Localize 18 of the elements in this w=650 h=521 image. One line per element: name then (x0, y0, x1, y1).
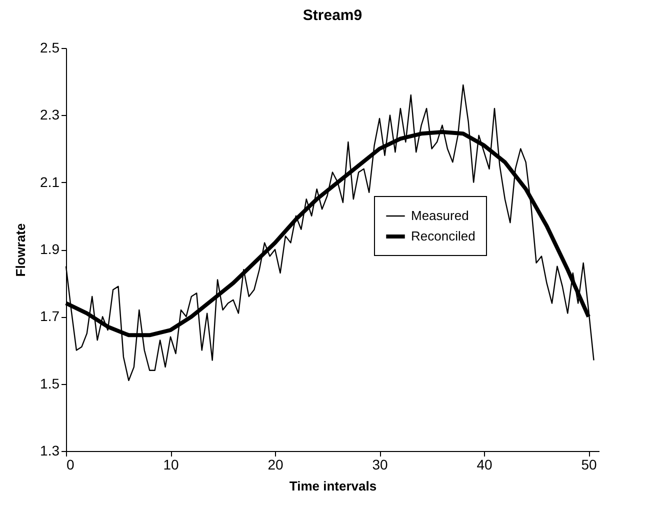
x-axis-title: Time intervals (289, 478, 377, 494)
y-tick-label: 1.3 (40, 442, 60, 458)
legend-label: Measured (411, 208, 469, 223)
x-tick-label: 10 (163, 456, 180, 472)
y-tick-label: 1.9 (40, 241, 60, 257)
y-tick-label: 1.7 (40, 308, 60, 324)
x-tick-label: 20 (268, 456, 284, 472)
y-tick-label: 2.1 (40, 174, 60, 190)
y-axis-title: Flowrate (13, 223, 28, 277)
y-tick-label: 1.5 (40, 375, 60, 392)
chart-title: Stream9 (302, 7, 362, 24)
x-tick-label: 30 (372, 456, 388, 472)
x-tick-label: 40 (476, 456, 493, 472)
x-tick-label: 0 (66, 456, 74, 472)
y-tick-label: 2.3 (40, 106, 60, 123)
y-tick-label: 2.5 (40, 40, 60, 56)
x-tick-label: 50 (581, 456, 598, 472)
legend-label: Reconciled (411, 228, 476, 244)
